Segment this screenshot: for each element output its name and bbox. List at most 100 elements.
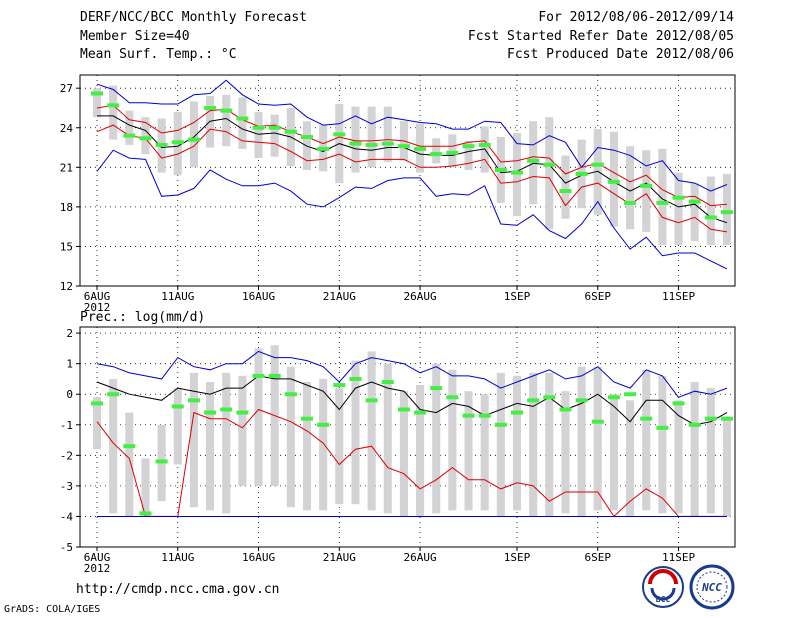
- y-tick-label: 2: [66, 327, 73, 340]
- observed-marker: [220, 108, 233, 113]
- y-tick-label: 0: [66, 388, 73, 401]
- ensemble-box: [706, 176, 715, 246]
- forecast-period: For 2012/08/06-2012/09/14: [538, 10, 734, 25]
- observed-marker: [688, 199, 701, 204]
- observed-marker: [123, 444, 136, 449]
- logos: BCC NCC: [642, 564, 735, 610]
- observed-marker: [171, 404, 184, 409]
- variable-label: Mean Surf. Temp.: °C: [80, 47, 237, 62]
- ensemble-box: [367, 351, 376, 511]
- observed-marker: [301, 416, 313, 421]
- observed-marker: [107, 103, 120, 108]
- observed-marker: [430, 386, 443, 391]
- ensemble-box: [399, 391, 408, 517]
- x-tick-label: 6SEP: [585, 290, 612, 303]
- ensemble-box: [593, 366, 602, 511]
- observed-marker: [704, 215, 717, 220]
- observed-marker: [656, 200, 669, 205]
- observed-marker: [123, 133, 136, 138]
- ensemble-box: [722, 173, 732, 246]
- x-tick-label: 11SEP: [662, 290, 695, 303]
- observed-marker: [268, 125, 281, 130]
- observed-marker: [462, 144, 475, 149]
- ensemble-box: [561, 155, 570, 219]
- y-tick-label: 24: [60, 122, 74, 135]
- ensemble-box: [722, 418, 732, 517]
- observed-marker: [494, 422, 507, 427]
- observed-marker: [220, 407, 233, 412]
- source-url[interactable]: http://cmdp.ncc.cma.gov.cn: [76, 582, 280, 597]
- y-tick-label: -2: [60, 449, 73, 462]
- ensemble-box: [286, 366, 295, 508]
- ensemble-box: [302, 121, 312, 170]
- ensemble-box: [609, 394, 618, 511]
- observed-marker: [527, 158, 540, 163]
- ensemble-box: [206, 382, 215, 511]
- y-tick-label: 21: [60, 161, 73, 174]
- observed-marker: [478, 142, 491, 147]
- observed-marker: [107, 392, 120, 397]
- observed-marker: [624, 200, 637, 205]
- upper-band-line: [96, 104, 728, 207]
- ensemble-box: [690, 183, 699, 242]
- x-tick-label: 6AUG: [84, 290, 111, 303]
- ensemble-box: [92, 88, 102, 118]
- observed-marker: [446, 150, 459, 155]
- x-tick-label: 26AUG: [404, 551, 437, 564]
- observed-marker: [204, 410, 217, 415]
- y-tick-label: -4: [60, 510, 74, 523]
- observed-marker: [414, 410, 427, 415]
- ensemble-box: [545, 117, 554, 230]
- observed-marker: [591, 419, 604, 424]
- ensemble-box: [367, 106, 376, 168]
- observed-marker: [268, 373, 281, 378]
- svg-text:NCC: NCC: [701, 581, 722, 594]
- ensemble-box: [270, 114, 279, 157]
- observed-marker: [139, 136, 152, 141]
- ensemble-box: [496, 372, 505, 517]
- observed-marker: [365, 142, 378, 147]
- x-tick-label: 11SEP: [662, 551, 695, 564]
- lower-band-line: [96, 124, 728, 233]
- ensemble-box: [432, 363, 441, 514]
- observed-marker: [171, 140, 184, 145]
- ensemble-box: [302, 382, 312, 511]
- observed-marker: [640, 416, 653, 421]
- ensemble-box: [351, 106, 360, 173]
- ensemble-box: [125, 412, 134, 517]
- observed-marker: [397, 407, 410, 412]
- observed-marker: [559, 189, 572, 194]
- ensemble-box: [577, 366, 586, 517]
- observed-marker: [672, 195, 685, 200]
- ensemble-box: [383, 363, 392, 514]
- observed-marker: [349, 141, 362, 146]
- ensemble-box: [464, 391, 473, 511]
- x-tick-sublabel: 2012: [84, 301, 111, 314]
- ensemble-box: [448, 369, 457, 511]
- observed-marker: [672, 401, 685, 406]
- ncc-logo: NCC: [689, 564, 735, 610]
- chart-title: DERF/NCC/BCC Monthly Forecast: [80, 10, 307, 25]
- min-line: [96, 149, 728, 270]
- ensemble-box: [642, 369, 651, 511]
- y-tick-label: 15: [60, 240, 73, 253]
- grads-credit: GrADS: COLA/IGES: [4, 604, 101, 615]
- observed-marker: [591, 162, 604, 167]
- observed-marker: [365, 398, 378, 403]
- x-tick-label: 21AUG: [323, 551, 356, 564]
- observed-marker: [559, 407, 572, 412]
- y-tick-label: 12: [60, 280, 73, 293]
- ensemble-box: [626, 400, 635, 517]
- ensemble-box: [222, 372, 231, 514]
- observed-marker: [575, 171, 588, 176]
- svg-text:BCC: BCC: [656, 595, 671, 604]
- max-line: [96, 350, 728, 398]
- x-tick-label: 21AUG: [323, 290, 356, 303]
- observed-marker: [317, 422, 330, 427]
- ensemble-box: [642, 150, 651, 232]
- observed-marker: [446, 395, 459, 400]
- observed-marker: [139, 511, 152, 516]
- ensemble-box: [464, 140, 473, 170]
